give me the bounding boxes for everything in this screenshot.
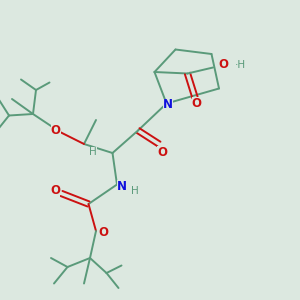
Text: O: O <box>218 58 229 71</box>
Text: N: N <box>163 98 173 112</box>
Text: ·H: ·H <box>235 59 246 70</box>
Text: O: O <box>50 184 60 197</box>
Text: H: H <box>130 185 138 196</box>
Text: H: H <box>89 147 97 158</box>
Text: O: O <box>157 146 167 159</box>
Text: O: O <box>191 97 202 110</box>
Text: N: N <box>116 179 127 193</box>
Text: O: O <box>50 124 61 137</box>
Text: O: O <box>98 226 109 239</box>
